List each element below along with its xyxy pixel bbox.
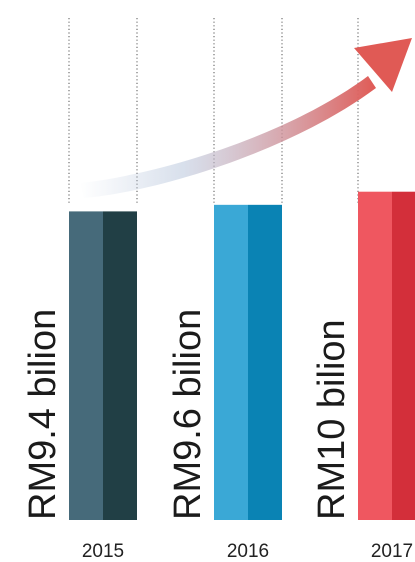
- x-tick-2015: 2015: [82, 541, 124, 562]
- bar-2015: [69, 211, 137, 520]
- bar-dark-half-2017: [392, 191, 415, 520]
- bar-light-half-2015: [69, 211, 103, 520]
- bar-light-half-2017: [358, 191, 392, 520]
- trend-arrow: [80, 38, 412, 198]
- value-label-2016: RM9.6 bilion: [167, 309, 209, 520]
- bar-dark-half-2015: [103, 211, 137, 520]
- arrow-head: [354, 38, 412, 92]
- bar-2017: [358, 191, 415, 520]
- bars-group: [69, 191, 415, 520]
- bar-dark-half-2016: [248, 204, 282, 520]
- x-tick-2017: 2017: [371, 541, 413, 562]
- arrow-shaft: [80, 76, 376, 198]
- value-label-2017: RM10 bilion: [311, 319, 353, 520]
- bar-2016: [214, 204, 282, 520]
- value-label-2015: RM9.4 bilion: [22, 309, 64, 520]
- x-tick-2016: 2016: [227, 541, 269, 562]
- bar-light-half-2016: [214, 204, 248, 520]
- labels-group: RM9.4 bilion 2015 RM9.6 bilion 2016 RM10 bil…: [22, 309, 413, 562]
